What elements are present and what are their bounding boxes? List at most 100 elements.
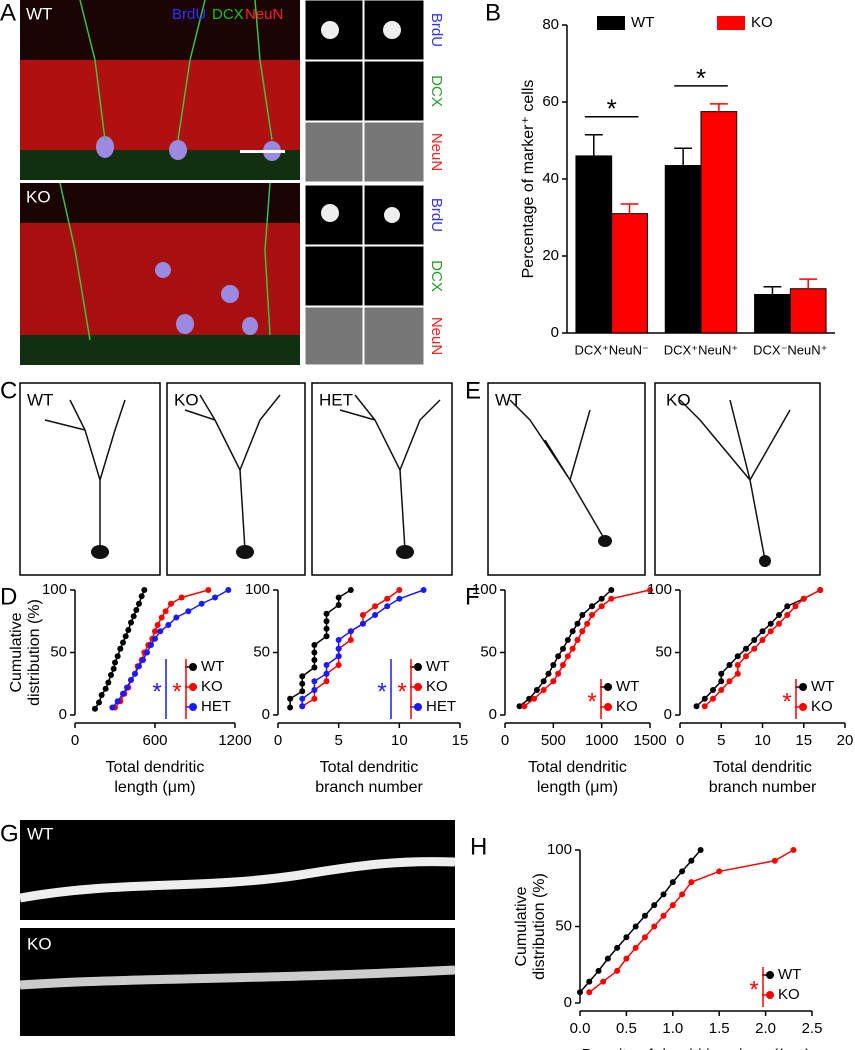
- y-tick-label: 20: [542, 247, 559, 264]
- cdf-point: [641, 912, 648, 919]
- cdf-point: [521, 703, 528, 710]
- cdf-point: [555, 653, 562, 660]
- cdf-point: [540, 678, 547, 685]
- cdf-point: [420, 587, 427, 593]
- x-tick-label: 0: [274, 732, 282, 749]
- x-tick-label: 15: [452, 732, 469, 749]
- y-axis-label: distribution (%): [26, 599, 43, 706]
- cdf-point: [168, 600, 174, 607]
- cdf-point: [128, 677, 134, 683]
- y-tick-label: 100: [245, 581, 270, 598]
- image-label: WT: [26, 4, 52, 23]
- cdf-point: [128, 619, 134, 626]
- x-tick-label: DCX⁻NeuN⁺: [753, 342, 827, 357]
- x-tick-label: 0.5: [616, 1020, 637, 1037]
- cdf-point: [790, 847, 797, 853]
- somata: [91, 535, 771, 567]
- cdf-point: [614, 944, 621, 951]
- legend-label: WT: [631, 14, 654, 31]
- legend-marker: [414, 703, 422, 711]
- cdf-point: [359, 612, 366, 618]
- legend-label: HET: [426, 698, 456, 715]
- cdf-point: [152, 628, 158, 635]
- x-tick-label: 5: [334, 732, 342, 749]
- x-tick-label: 0.0: [570, 1020, 591, 1037]
- bar: [575, 155, 613, 334]
- y-tick-label: 0: [489, 706, 497, 723]
- x-tick-label: 600: [142, 732, 167, 749]
- cdf-point: [144, 649, 150, 656]
- cdf-point: [132, 670, 138, 677]
- y-tick-label: 80: [542, 16, 559, 33]
- cdf-point: [710, 695, 716, 702]
- channel-label: BrdU: [172, 6, 206, 23]
- cdf-point: [697, 847, 704, 853]
- image-label: WT: [495, 390, 521, 409]
- cdf-point: [701, 695, 708, 702]
- image-label: KO: [174, 390, 199, 409]
- x-tick-label: 2.0: [755, 1020, 776, 1037]
- cdf-point: [114, 653, 121, 660]
- cdf-point: [372, 612, 379, 618]
- y-axis-label: Percentage of marker⁺ cells: [520, 80, 537, 279]
- cdf-point: [384, 595, 391, 602]
- x-axis-label: Total dendritic: [106, 759, 205, 776]
- panel-label: H: [470, 833, 487, 860]
- cdf-point: [701, 703, 708, 710]
- cdf-point: [138, 593, 145, 600]
- cdf-point: [632, 923, 639, 930]
- cdf-point: [564, 637, 571, 643]
- legend-marker: [189, 663, 197, 671]
- significance-star: *: [152, 678, 161, 705]
- cdf-point: [323, 670, 330, 677]
- cdf-point: [152, 635, 158, 642]
- y-tick-label: 100: [472, 581, 497, 598]
- panel-label: G: [0, 820, 19, 847]
- legend-swatch: [717, 16, 745, 30]
- y-tick-label: 100: [647, 581, 672, 598]
- cdf-point: [311, 678, 318, 685]
- insets: [304, 0, 425, 366]
- cdf-point: [311, 657, 318, 663]
- cdf-point: [347, 587, 354, 593]
- cdf-point: [299, 695, 306, 702]
- cdf-point: [726, 678, 733, 685]
- x-axis-label: length (μm): [114, 779, 195, 796]
- legend-label: WT: [778, 966, 801, 983]
- cdf-point: [545, 670, 552, 677]
- cdf-point: [323, 633, 330, 640]
- channel-label: NeuN: [245, 6, 283, 23]
- cdf-point: [120, 690, 126, 697]
- cdf-point: [154, 622, 161, 628]
- cdf-point: [660, 891, 667, 898]
- cdf-point: [347, 637, 354, 643]
- cdf-point: [586, 978, 593, 985]
- image-label: WT: [27, 824, 53, 843]
- x-tick-label: DCX⁺NeuN⁻: [574, 342, 648, 357]
- legend-label: KO: [778, 986, 800, 1003]
- scale-bar: [240, 150, 285, 153]
- legend-label: KO: [616, 698, 638, 715]
- y-tick-label: 60: [542, 93, 559, 110]
- cdf-point: [693, 703, 700, 710]
- x-axis-label: branch number: [315, 779, 423, 796]
- y-tick-label: 50: [555, 917, 572, 934]
- cdf-point: [771, 857, 778, 864]
- dendrites: [59, 0, 273, 341]
- bar: [789, 288, 827, 334]
- x-axis-label: Total dendritic: [320, 759, 419, 776]
- cdf-point: [743, 645, 749, 652]
- legend-marker: [604, 683, 612, 691]
- cdf-point: [623, 934, 630, 941]
- image-frames: [19, 382, 821, 576]
- cdf-point: [718, 670, 725, 677]
- cdf-point: [560, 662, 566, 668]
- cdf-point: [396, 587, 403, 593]
- legend-marker: [766, 971, 774, 979]
- cdf-point: [165, 622, 172, 628]
- cdf-point: [311, 642, 318, 648]
- image-label: KO: [27, 934, 52, 953]
- cdf-point: [531, 695, 537, 702]
- cdf-point: [560, 645, 566, 652]
